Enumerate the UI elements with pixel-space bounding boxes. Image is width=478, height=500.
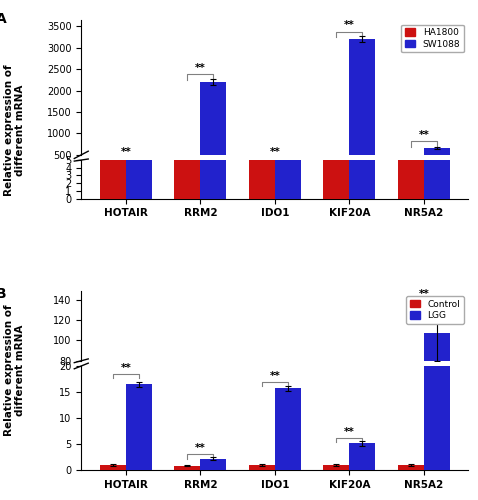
Bar [398, 167, 424, 176]
Text: Relative expression of
different mRNA: Relative expression of different mRNA [3, 64, 25, 196]
Bar [200, 0, 227, 198]
Bar [323, 0, 349, 198]
Bar [275, 0, 301, 198]
Bar [349, 444, 375, 470]
Text: **: ** [418, 130, 429, 140]
Bar [249, 465, 275, 470]
Bar [349, 0, 375, 198]
Bar [200, 82, 227, 176]
Text: B: B [0, 288, 7, 302]
Bar [249, 0, 275, 198]
Bar [174, 0, 200, 198]
Bar [424, 0, 450, 470]
Bar [100, 465, 126, 470]
Bar [349, 40, 375, 176]
Text: **: ** [270, 370, 280, 380]
Text: **: ** [195, 63, 206, 73]
Text: **: ** [344, 426, 355, 436]
Text: Relative expression of
different mRNA: Relative expression of different mRNA [3, 304, 25, 436]
Text: **: ** [120, 362, 131, 372]
Bar [323, 171, 349, 176]
Bar [100, 172, 126, 176]
Legend: Control, LGG: Control, LGG [406, 296, 464, 324]
Bar [249, 172, 275, 176]
Bar [126, 384, 152, 470]
Bar [424, 0, 450, 198]
Text: **: ** [418, 289, 429, 299]
Text: **: ** [195, 444, 206, 454]
Bar [174, 173, 200, 176]
Text: **: ** [270, 147, 280, 157]
Legend: HA1800, SW1088: HA1800, SW1088 [401, 24, 464, 52]
Bar [424, 148, 450, 176]
Bar [200, 440, 227, 442]
Bar [275, 161, 301, 176]
Bar [174, 466, 200, 470]
Text: **: ** [120, 147, 131, 157]
Bar [323, 465, 349, 470]
Bar [398, 0, 424, 198]
Bar [398, 465, 424, 470]
Bar [100, 0, 126, 198]
Bar [424, 333, 450, 442]
Text: A: A [0, 12, 7, 26]
Bar [275, 388, 301, 470]
Bar [126, 0, 152, 198]
Bar [349, 437, 375, 442]
Bar [200, 458, 227, 470]
Text: **: ** [344, 20, 355, 30]
Bar [126, 426, 152, 442]
Bar [126, 160, 152, 176]
Bar [275, 426, 301, 442]
